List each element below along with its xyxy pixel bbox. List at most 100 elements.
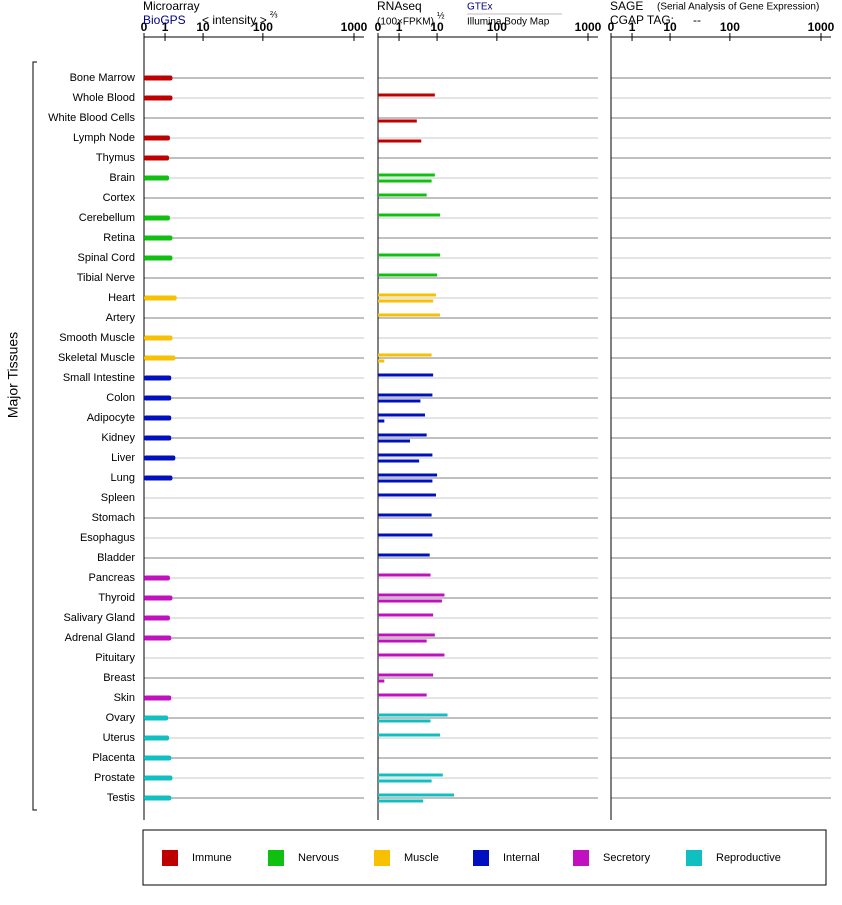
bracket <box>32 61 37 811</box>
bar <box>378 593 445 597</box>
category-label: Lung <box>111 472 135 484</box>
y-axis-label: Major Tissues <box>5 332 21 418</box>
legend-label: Reproductive <box>716 852 781 864</box>
bar <box>378 293 436 297</box>
bar <box>144 795 172 801</box>
bar <box>378 173 435 177</box>
x-tick-label: 10 <box>430 20 444 34</box>
subtitle: (Serial Analysis of Gene Expression) <box>657 2 819 13</box>
category-label: White Blood Cells <box>48 112 135 124</box>
bar <box>378 553 430 557</box>
bar <box>378 713 448 717</box>
bar <box>378 733 441 737</box>
legend-label: Immune <box>192 852 232 864</box>
bar <box>144 715 169 721</box>
bar <box>378 299 434 303</box>
bar <box>378 793 454 797</box>
bar <box>378 653 445 657</box>
bar <box>378 439 411 443</box>
x-tick-label: 1 <box>629 20 636 34</box>
legend-swatch <box>162 850 178 866</box>
category-label: Breast <box>103 672 135 684</box>
category-label: Lymph Node <box>73 132 135 144</box>
bar <box>144 215 170 221</box>
bar <box>378 673 434 677</box>
bar <box>378 193 427 197</box>
unit-exponent: ⅔ <box>270 9 278 19</box>
x-tick-label: 100 <box>720 20 740 34</box>
panel-title: Microarray <box>143 0 200 13</box>
series-name: Illumina Body Map <box>467 17 550 28</box>
unit-exponent: ½ <box>437 10 445 20</box>
bar <box>378 419 385 423</box>
bar <box>144 735 170 741</box>
bar <box>378 459 420 463</box>
bar <box>378 413 425 417</box>
legend-label: Secretory <box>603 852 651 864</box>
bar <box>144 395 172 401</box>
category-label: Placenta <box>92 752 136 764</box>
bar <box>378 213 441 217</box>
bar <box>144 335 173 341</box>
x-tick-label: 10 <box>663 20 677 34</box>
legend-swatch <box>473 850 489 866</box>
bar <box>378 513 432 517</box>
bar <box>144 295 177 301</box>
bar <box>378 479 433 483</box>
x-tick-label: 1 <box>396 20 403 34</box>
category-label: Stomach <box>92 512 135 524</box>
bar <box>378 473 438 477</box>
category-label: Spleen <box>101 492 135 504</box>
bar <box>144 455 176 461</box>
x-tick-label: 10 <box>196 20 210 34</box>
category-label: Bladder <box>97 552 135 564</box>
tag: -- <box>693 13 701 27</box>
bar <box>144 235 173 241</box>
category-label: Esophagus <box>80 532 136 544</box>
bar <box>378 719 431 723</box>
bar <box>378 399 421 403</box>
category-label: Artery <box>106 312 136 324</box>
bar <box>378 633 435 637</box>
legend-swatch <box>268 850 284 866</box>
bar <box>378 773 443 777</box>
legend-swatch <box>686 850 702 866</box>
bar <box>144 775 173 781</box>
category-label: Prostate <box>94 772 135 784</box>
legend-label: Muscle <box>404 852 439 864</box>
panel-title: SAGE <box>610 0 643 13</box>
bar <box>378 393 433 397</box>
bar <box>378 373 434 377</box>
bar <box>144 135 170 141</box>
legend-label: Nervous <box>298 852 339 864</box>
bar <box>378 533 433 537</box>
x-tick-label: 1000 <box>575 20 602 34</box>
bar <box>378 613 434 617</box>
category-label: Small Intestine <box>63 372 135 384</box>
category-label: Spinal Cord <box>78 252 135 264</box>
series-name: GTEx <box>467 2 493 13</box>
legend-box <box>142 829 827 886</box>
bar <box>378 253 441 257</box>
category-label: Uterus <box>103 732 136 744</box>
bar <box>144 355 176 361</box>
legend-swatch <box>374 850 390 866</box>
category-label: Salivary Gland <box>63 612 135 624</box>
bar <box>378 93 435 97</box>
category-label: Smooth Muscle <box>59 332 135 344</box>
category-label: Tibial Nerve <box>77 272 135 284</box>
category-label: Thyroid <box>98 592 135 604</box>
bar <box>378 179 432 183</box>
bar <box>378 433 427 437</box>
bar <box>378 599 442 603</box>
category-label: Thymus <box>96 152 136 164</box>
bar <box>144 755 172 761</box>
bar <box>378 313 441 317</box>
bar <box>378 453 433 457</box>
bar <box>378 139 422 143</box>
series-name: BioGPS <box>143 13 186 27</box>
bar <box>144 255 173 261</box>
bar <box>144 435 172 441</box>
bar <box>378 359 385 363</box>
